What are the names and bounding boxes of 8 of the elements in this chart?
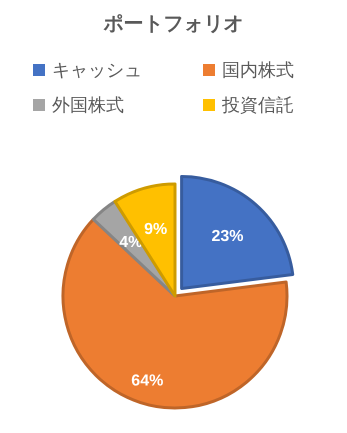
legend-label: 投資信託 bbox=[221, 95, 294, 115]
legend-label: キャッシュ bbox=[52, 60, 142, 80]
legend-label: 外国株式 bbox=[52, 95, 124, 115]
chart-title: ポートフォリオ bbox=[102, 13, 244, 35]
data-label: 9% bbox=[144, 220, 168, 238]
data-label: 23% bbox=[212, 228, 244, 245]
legend-label: 国内株式 bbox=[222, 60, 294, 80]
data-label: 64% bbox=[131, 372, 164, 390]
